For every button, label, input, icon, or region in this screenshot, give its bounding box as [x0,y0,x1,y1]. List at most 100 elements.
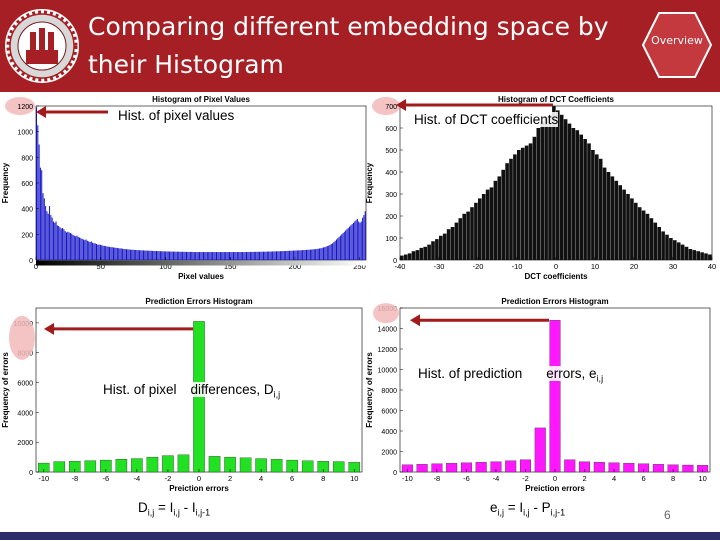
histogram-bar [564,459,576,473]
histogram-bar [270,459,283,473]
histogram-bar [308,249,310,260]
histogram-bar [150,250,152,260]
x-tick-label: 4 [259,474,263,483]
x-tick-label: -2 [522,474,529,483]
histogram-bar [162,251,164,260]
histogram-bar [403,254,408,260]
histogram-bar [54,222,56,260]
histogram-bar [214,252,216,260]
histogram-bar [618,185,622,260]
histogram-bar [283,251,285,260]
histogram-bar [328,245,330,260]
histogram-bar [509,158,513,260]
y-axis-label: Frequency [1,162,10,203]
histogram-bar [303,249,305,260]
histogram-bar [58,225,60,260]
histogram-bar [614,180,619,260]
histogram-bar [587,143,591,260]
histogram-bar [111,247,113,260]
highlight-oval [9,315,35,360]
histogram-bar [653,222,658,260]
histogram-bar [315,249,317,260]
y-tick-label: 800 [21,155,33,162]
histogram-bar [36,107,38,261]
histogram-bar [231,252,233,260]
histogram-bar [338,236,340,260]
histogram-bar [55,221,57,260]
histogram-bar [135,249,137,260]
histogram-bar [216,252,218,260]
histogram-bar [158,251,160,260]
histogram-bar [501,169,505,260]
histogram-bar [178,251,180,260]
pixel-values-caption: Hist. of pixel values [118,108,235,123]
histogram-bar [249,251,251,260]
highlight-oval [373,303,399,324]
histogram-bar [688,249,693,260]
histogram-bar [152,250,154,260]
histogram-bar [292,250,294,260]
highlight-label: 700 [385,104,397,111]
histogram-bar [236,252,238,260]
histogram-bar [154,251,156,260]
formula-d-sub1: i,j [147,507,155,518]
formula-d-part2: = I [154,500,174,515]
histogram-bar [180,251,182,260]
histogram-bar [112,247,114,260]
histogram-bar [342,233,344,260]
chart-title: Prediction Errors Histogram [145,297,252,306]
histogram-bar [66,232,68,260]
histogram-bar [272,251,274,260]
hexagon-icon [642,12,712,78]
histogram-bar [226,252,228,260]
histogram-bar [239,252,241,260]
x-tick-label: 8 [321,474,325,483]
histogram-bar [208,456,221,473]
histogram-bar [188,251,190,260]
histogram-bar [285,251,287,260]
histogram-bar [99,244,101,260]
histogram-bar [513,154,517,260]
histogram-bar [281,251,283,260]
x-tick-label: 0 [197,474,201,483]
arrow-head-icon [36,106,46,118]
histogram-bar [179,251,181,260]
overview-badge[interactable]: Overview [642,12,712,78]
pixel-values-chart: Histogram of Pixel Values 0 50 100 150 200 250… [1,95,367,281]
histogram-bar [261,251,263,260]
histogram-bar [583,139,587,260]
histogram-bar [548,114,552,260]
histogram-bar [89,242,91,260]
histogram-bar [466,211,470,260]
histogram-bar [517,150,521,260]
histogram-bar [53,461,66,473]
histogram-bar [235,252,237,260]
histogram-bar [326,246,328,260]
y-tick-label: 0 [29,470,33,477]
x-tick-label: 100 [159,262,172,271]
x-tick-label: -4 [134,474,141,483]
x-axis-label: Pixel values [178,272,224,281]
formula-e: ei,j = Ii,j - Pi,j-1 [490,500,565,518]
formula-e-part2: = I [504,500,524,515]
histogram-bar [462,213,466,260]
histogram-bar [563,119,568,260]
histogram-bar [88,241,90,260]
histogram-bar [641,210,646,260]
histogram-bar [210,252,212,260]
histogram-bar [75,236,77,260]
histogram-bar [296,250,298,260]
histogram-bar [122,248,124,260]
histogram-bar [221,252,223,260]
histogram-bar [316,248,318,260]
histogram-bar [115,247,117,260]
histogram-bar [682,464,694,473]
histogram-bar [137,250,139,260]
histogram-bar [243,252,245,260]
x-tick-label: -6 [103,474,110,483]
histogram-bar [145,250,147,260]
histogram-bar [680,244,685,260]
histogram-bar [50,215,52,260]
histogram-bar [595,154,599,260]
histogram-bar [645,213,650,260]
